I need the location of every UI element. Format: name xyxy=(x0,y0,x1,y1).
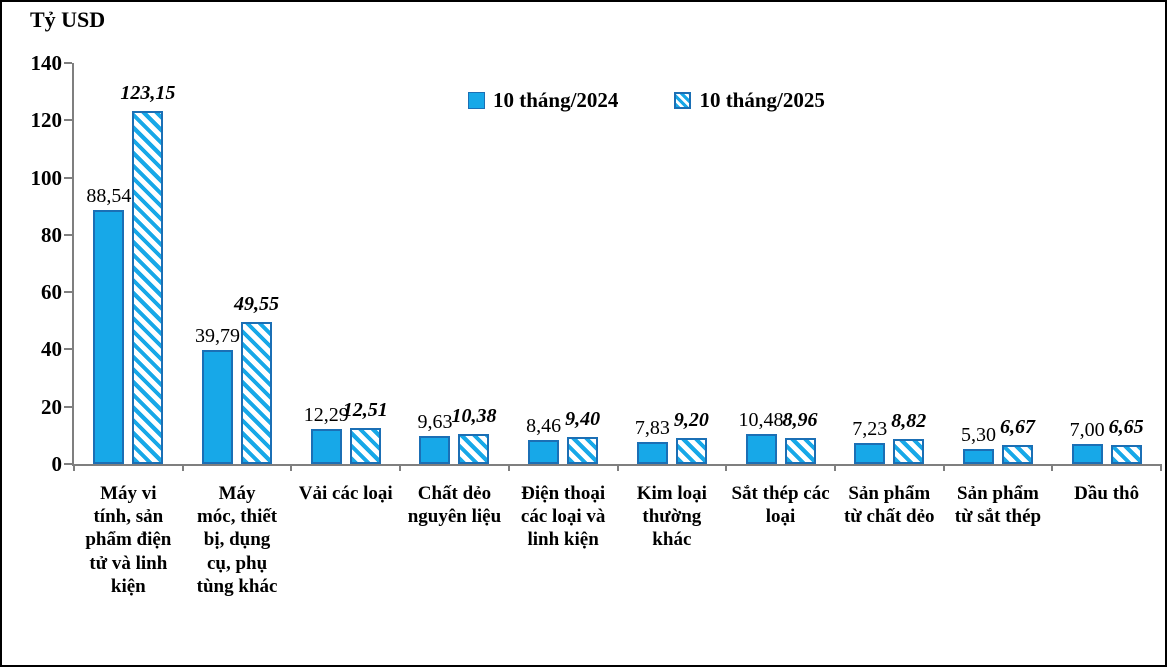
bar-2024 xyxy=(636,441,668,464)
value-label-2024: 5,30 xyxy=(960,423,996,446)
category-label: Chất dẻo nguyên liệu xyxy=(407,483,502,528)
value-label-2025: 123,15 xyxy=(120,82,176,105)
x-axis-tick xyxy=(1160,464,1162,471)
value-label-2024: 7,00 xyxy=(1069,418,1105,441)
y-axis-tick-label: 100 xyxy=(30,165,63,190)
x-axis-tick xyxy=(616,464,619,471)
y-axis-tick-label: 20 xyxy=(41,394,62,419)
x-axis-tick xyxy=(290,464,293,471)
y-axis-tick xyxy=(64,405,72,408)
y-axis-tick xyxy=(64,119,72,122)
category-label: Sắt thép các loại xyxy=(731,483,830,528)
value-label-2025: 9,20 xyxy=(673,408,709,431)
x-axis-tick xyxy=(1051,464,1054,471)
value-label-2025: 12,51 xyxy=(342,399,388,422)
bar-2024 xyxy=(528,439,560,464)
value-label-2025: 8,82 xyxy=(891,409,927,432)
plot-area: 88,54 123,15 Máy vi tính, sản phẩm điện tử… xyxy=(64,62,1162,597)
legend-item-2025: 10 tháng/2025 xyxy=(674,88,825,113)
y-axis-tick-label: 0 xyxy=(51,452,63,476)
bar-2024 xyxy=(1071,443,1103,464)
value-label-2025: 8,96 xyxy=(782,409,818,432)
value-label-2025: 9,40 xyxy=(565,408,601,431)
bar-2025 xyxy=(241,322,273,464)
x-axis-tick xyxy=(507,464,510,471)
y-axis-tick xyxy=(64,463,72,465)
bar-2025 xyxy=(132,111,164,464)
y-axis-tick-label: 40 xyxy=(41,337,62,362)
y-axis-tick xyxy=(64,233,72,236)
category-label: Máy móc, thiết bị, dụng cụ, phụ tùng khá… xyxy=(196,483,278,597)
y-axis-tick xyxy=(64,176,72,179)
value-label-2025: 6,65 xyxy=(1108,415,1144,438)
legend: 10 tháng/2024 10 tháng/2025 xyxy=(468,88,825,113)
bar-2024 xyxy=(745,433,777,464)
value-label-2025: 10,38 xyxy=(451,405,497,428)
value-label-2025: 6,67 xyxy=(999,415,1035,438)
value-label-2025: 49,55 xyxy=(234,293,280,316)
x-axis-tick xyxy=(73,464,75,471)
category-label: Kim loại thường khác xyxy=(636,483,707,551)
x-axis-tick xyxy=(725,464,728,471)
solid-square-icon xyxy=(468,92,485,109)
value-label-2024: 39,79 xyxy=(195,325,241,348)
bar-2024 xyxy=(962,448,994,464)
y-axis-tick-label: 60 xyxy=(41,280,62,305)
bar-2025 xyxy=(349,428,381,464)
bar-2025 xyxy=(567,437,599,464)
y-axis-unit-title: Tỷ USD xyxy=(30,7,106,32)
legend-label-2024: 10 tháng/2024 xyxy=(493,88,619,112)
bar-2025 xyxy=(675,437,707,464)
y-axis-tick xyxy=(64,62,72,64)
value-label-2024: 10,48 xyxy=(738,408,784,431)
x-axis-tick xyxy=(399,464,402,471)
bar-2024 xyxy=(93,210,125,464)
bar-2025 xyxy=(893,438,925,464)
value-label-2024: 8,46 xyxy=(526,414,562,437)
bar-2024 xyxy=(310,428,342,464)
hatched-square-icon xyxy=(674,92,692,109)
y-axis-tick-label: 80 xyxy=(41,222,62,247)
legend-item-2024: 10 tháng/2024 xyxy=(468,88,618,113)
y-axis-tick-label: 140 xyxy=(30,51,63,75)
legend-label-2025: 10 tháng/2025 xyxy=(699,88,825,112)
value-label-2024: 88,54 xyxy=(86,185,132,208)
y-axis-tick xyxy=(64,348,72,351)
x-axis-tick xyxy=(181,464,184,471)
category-label: Điện thoại các loại và linh kiện xyxy=(520,483,606,551)
value-label-2024: 9,63 xyxy=(417,411,453,434)
value-label-2024: 7,23 xyxy=(852,418,888,441)
bar-2025 xyxy=(1001,444,1033,464)
bar-2025 xyxy=(1110,444,1142,464)
category-label: Sản phẩm từ sắt thép xyxy=(954,483,1042,528)
bar-2024 xyxy=(202,350,234,464)
category-label: Dầu thô xyxy=(1074,483,1140,504)
category-label: Máy vi tính, sản phẩm điện tử và linh ki… xyxy=(85,483,172,597)
category-label: Sản phẩm từ chất dẻo xyxy=(843,483,935,528)
x-axis-tick xyxy=(833,464,836,471)
bar-2024 xyxy=(854,443,886,464)
category-label: Vải các loại xyxy=(298,483,393,504)
bar-2025 xyxy=(458,434,490,464)
y-axis-tick-label: 120 xyxy=(30,108,63,133)
value-label-2024: 12,29 xyxy=(303,403,349,426)
bar-2024 xyxy=(419,436,451,464)
y-axis-tick xyxy=(64,291,72,294)
bar-2025 xyxy=(784,438,816,464)
value-label-2024: 7,83 xyxy=(634,416,670,439)
x-axis-tick xyxy=(942,464,945,471)
